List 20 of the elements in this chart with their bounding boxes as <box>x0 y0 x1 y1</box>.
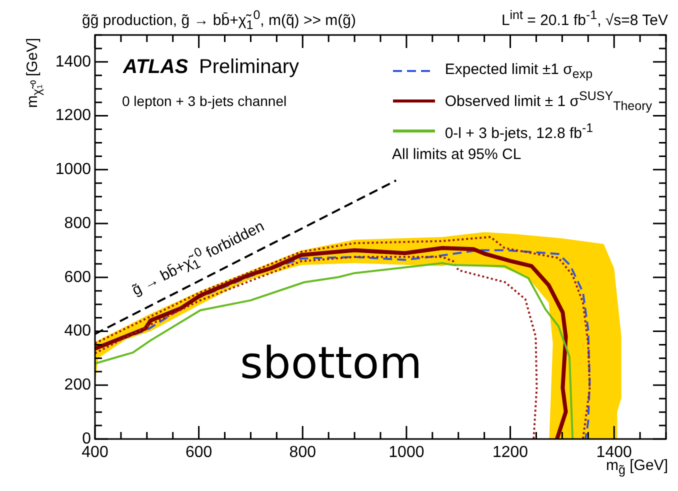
x-tick-label: 1000 <box>388 444 424 462</box>
chart-title: g̃g̃ production, g̃ → bb̄+χ̃$_{1}$$^{0}$, m(q̃) >> m(g̃) <box>82 8 356 32</box>
y-tick-label: 1000 <box>55 161 92 178</box>
x-tick-label: 1200 <box>492 444 528 462</box>
y-tick-label: 600 <box>64 268 92 286</box>
y-tick-label: 1200 <box>55 107 92 124</box>
y-tick-label: 800 <box>64 214 92 232</box>
annotation: ATLAS <box>123 56 188 79</box>
annotation: 0 lepton + 3 b-jets channel <box>122 93 287 109</box>
chart-subtitle: L$^{int}$ = 20.1 fb$^{-1}$, √s=8 TeV <box>501 8 668 29</box>
x-tick-label: 800 <box>289 444 316 462</box>
legend-label: Expected limit ±1 σ$_{exp}$ <box>444 61 593 81</box>
y-tick-label: 200 <box>64 376 92 394</box>
legend-label: 0-l + 3 b-jets, 12.8 fb$^{-1}$ <box>444 120 594 142</box>
annotation: All limits at 95% CL <box>392 146 522 163</box>
y-tick-label: 1400 <box>55 53 92 70</box>
x-tick-label: 600 <box>185 444 212 462</box>
y-tick-label: 400 <box>64 322 92 340</box>
annotation: Preliminary <box>199 56 300 79</box>
annotation: sbottom <box>240 338 422 389</box>
